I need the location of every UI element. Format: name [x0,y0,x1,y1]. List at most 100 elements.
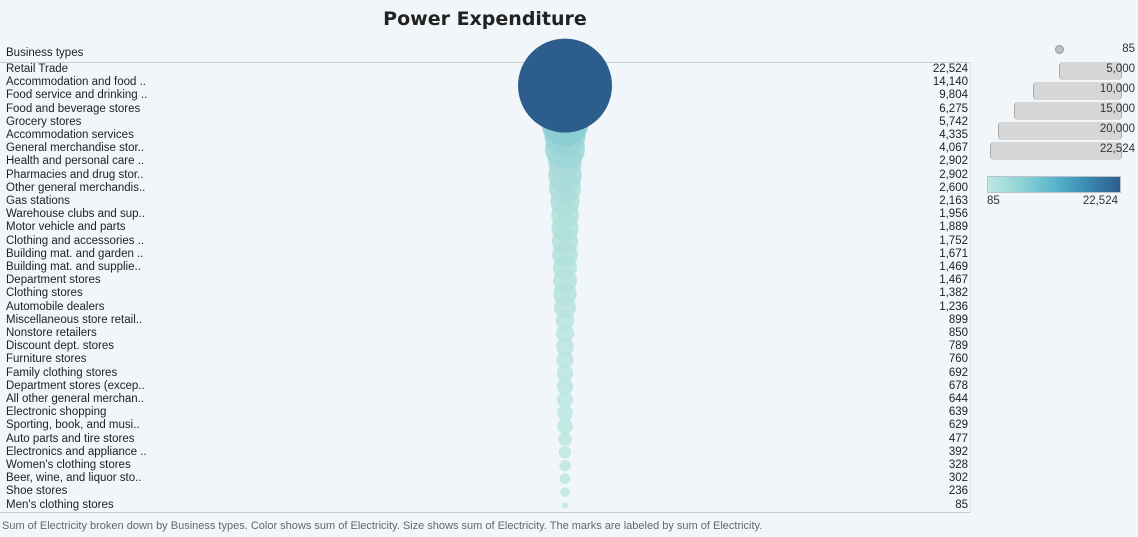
row-label[interactable]: Department stores [6,274,101,287]
row-label[interactable]: General merchandise stor.. [6,142,145,155]
data-label: 789 [948,340,968,353]
data-label: 477 [948,432,968,445]
row-label[interactable]: Electronic shopping [6,406,107,419]
row-label[interactable]: Shoe stores [6,485,68,498]
row-label[interactable]: Beer, wine, and liquor sto.. [6,472,142,485]
data-label: 1,236 [939,300,968,313]
bubble-mark[interactable] [557,404,573,421]
size-legend-mark [990,142,1122,160]
row-label[interactable]: Family clothing stores [6,366,118,379]
size-legend-mark [997,122,1122,140]
data-label: 2,600 [939,181,968,194]
data-label: 6,275 [939,102,968,115]
bubble-mark[interactable] [562,502,568,509]
data-label: 692 [948,366,968,379]
row-label[interactable]: Miscellaneous store retail.. [6,313,143,326]
row-label[interactable]: Electronics and appliance .. [6,445,147,458]
row-label[interactable]: Clothing and accessories .. [6,234,145,247]
size-legend-mark [1055,45,1064,54]
row-label[interactable]: Grocery stores [6,115,82,128]
bubble-mark[interactable] [556,378,574,395]
bubble-mark[interactable] [557,418,573,434]
bubble-mark[interactable] [556,351,574,369]
row-label[interactable]: All other general merchan.. [6,393,145,405]
data-label: 1,956 [939,208,968,221]
data-label: 302 [948,472,968,485]
row-label[interactable]: Auto parts and tire stores [6,432,135,445]
row-label[interactable]: Health and personal care .. [6,155,145,168]
data-label: 22,524 [932,63,968,75]
row-label[interactable]: Building mat. and supplie.. [6,261,141,273]
row-label[interactable]: Women's clothing stores [6,459,131,471]
data-label: 678 [948,379,968,392]
row-label[interactable]: Motor vehicle and parts [6,221,126,234]
row-label[interactable]: Other general merchandis.. [6,181,146,194]
row-label[interactable]: Building mat. and garden .. [6,247,144,260]
data-label: 5,742 [939,115,968,128]
bottom-divider [0,512,970,513]
data-label: 9,804 [939,89,968,102]
bubble-mark[interactable] [556,364,574,382]
bubble-mark[interactable] [559,459,571,472]
row-label[interactable]: Gas stations [6,195,70,207]
row-label[interactable]: Food service and drinking .. [6,89,148,102]
row-label[interactable]: Warehouse clubs and sup.. [6,208,145,221]
row-label[interactable]: Sporting, book, and musi.. [6,419,140,432]
data-label: 4,067 [939,142,968,155]
color-legend-max: 22,524 [1082,195,1118,207]
row-label[interactable]: Furniture stores [6,353,87,366]
bubble-mark[interactable] [558,446,572,459]
color-legend-ramp[interactable] [987,176,1121,193]
data-label: 14,140 [932,76,968,89]
size-legend-mark [1058,62,1122,80]
bubble-mark[interactable] [556,338,574,356]
data-label: 899 [948,313,968,326]
size-legend-label: 85 [1122,43,1135,55]
data-label: 1,889 [939,221,968,234]
bubble-mark[interactable] [557,391,573,408]
data-label: 2,902 [939,155,968,168]
data-label: 1,671 [939,247,968,260]
data-label: 236 [948,485,968,498]
size-legend-label: 10,000 [1099,83,1135,95]
row-label[interactable]: Accommodation services [6,129,134,141]
row-label[interactable]: Department stores (excep.. [6,379,145,392]
bubble-mark[interactable] [518,38,612,133]
header-divider [0,62,970,63]
data-label: 1,467 [939,274,968,287]
size-legend-label: 5,000 [1106,63,1135,75]
data-label: 639 [948,406,968,419]
row-label[interactable]: Discount dept. stores [6,340,115,353]
data-label: 1,382 [939,287,968,300]
row-label[interactable]: Men's clothing stores [6,498,114,511]
bubble-mark[interactable] [558,432,572,447]
row-header[interactable]: Business types [6,47,84,59]
data-label: 392 [948,445,968,458]
size-legend-mark [1013,102,1122,120]
data-label: 4,335 [939,129,968,141]
data-label: 328 [948,459,968,471]
bubble-mark[interactable] [559,473,571,485]
data-label: 760 [948,353,968,366]
size-legend-label: 22,524 [1099,143,1135,155]
bubble-mark[interactable] [555,324,575,343]
row-label[interactable]: Retail Trade [6,63,69,75]
row-label[interactable]: Pharmacies and drug stor.. [6,168,144,181]
data-label: 629 [948,419,968,432]
row-label[interactable]: Nonstore retailers [6,327,97,339]
data-label: 850 [948,327,968,339]
pane-divider [970,62,971,513]
row-label[interactable]: Food and beverage stores [6,102,141,115]
size-legend-label: 20,000 [1099,123,1135,135]
data-label: 85 [955,498,968,511]
row-label[interactable]: Clothing stores [6,287,83,300]
size-legend-label: 15,000 [1099,103,1135,115]
bubble-mark[interactable] [560,487,570,497]
data-label: 644 [948,393,968,405]
row-label[interactable]: Accommodation and food .. [6,76,146,89]
size-legend[interactable]: 85 5,000 10,000 15,000 20,000 22,524 [980,40,1138,170]
data-label: 1,752 [939,234,968,247]
data-label: 2,902 [939,168,968,181]
row-label[interactable]: Automobile dealers [6,300,105,313]
